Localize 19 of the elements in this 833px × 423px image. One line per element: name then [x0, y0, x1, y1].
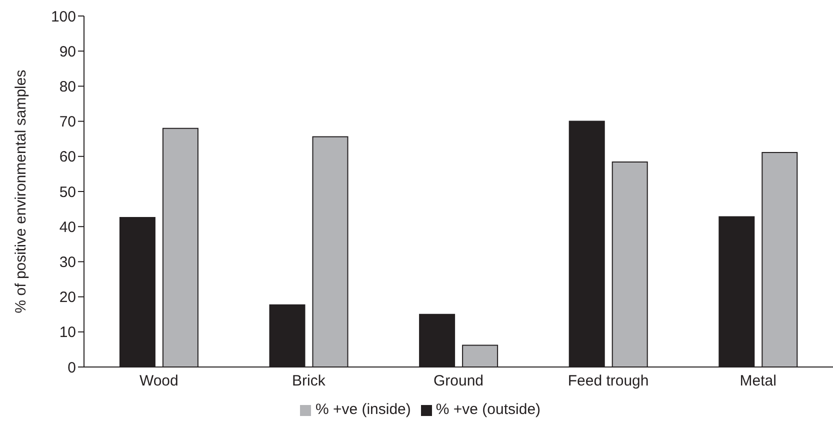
y-tick-label: 20	[59, 289, 76, 306]
y-tick-label: 70	[59, 114, 76, 131]
x-tick-label: Ground	[433, 372, 484, 390]
y-tick-label: 90	[59, 43, 76, 60]
legend-label: % +ve (outside)	[436, 401, 541, 418]
y-tick-label: 30	[59, 254, 76, 272]
x-tick-label: Wood	[139, 372, 178, 390]
y-tick-label: 0	[68, 359, 76, 376]
y-tick-label: 50	[59, 184, 76, 201]
y-tick-label: 10	[59, 324, 76, 342]
y-tick-label: 100	[50, 8, 76, 26]
x-tick-label: Metal	[740, 372, 776, 390]
x-tick-label: Feed trough	[568, 372, 649, 390]
x-tick-label: Brick	[292, 372, 326, 390]
y-tick-label: 40	[59, 218, 76, 236]
y-axis-title: % of positive environmental samples	[12, 70, 30, 314]
legend-label: % +ve (inside)	[315, 401, 411, 418]
y-tick-label: 60	[59, 148, 76, 166]
y-tick-label: 80	[59, 78, 76, 96]
